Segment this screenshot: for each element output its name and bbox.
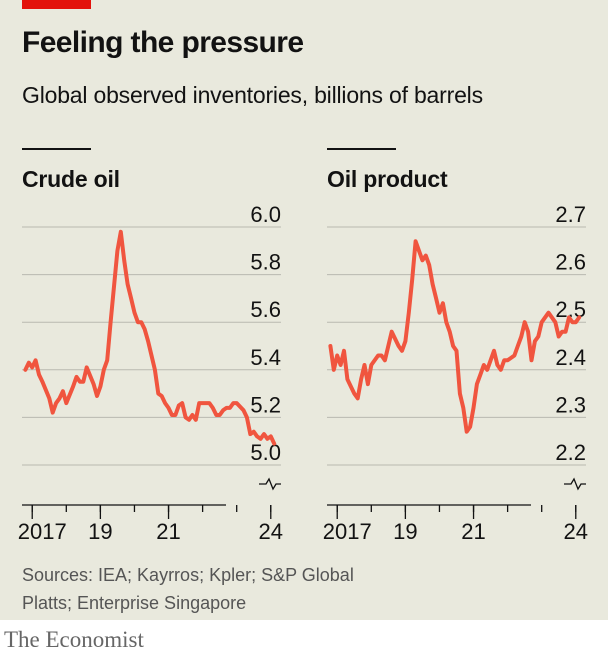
series-line	[328, 239, 582, 434]
series-line	[23, 229, 277, 446]
source-note: Sources: IEA; Kayrros; Kpler; S&P Global…	[22, 565, 354, 613]
y-tick-label: 5.0	[250, 440, 281, 465]
chart-subtitle: Global observed inventories, billions of…	[22, 82, 483, 108]
x-tick-label: 21	[156, 519, 180, 544]
panel-rule-crude	[22, 148, 91, 150]
y-tick-label: 2.2	[555, 440, 586, 465]
axis-break-symbol	[564, 477, 586, 491]
panel-title-product: Oil product	[327, 166, 448, 192]
y-tick-label: 6.0	[250, 202, 281, 227]
x-tick-label: 2017	[18, 519, 67, 544]
axis-break-symbol	[259, 477, 281, 491]
x-tick-label: 21	[461, 519, 485, 544]
y-tick-label: 5.4	[250, 345, 281, 370]
x-tick-label: 19	[88, 519, 112, 544]
panel-title-crude: Crude oil	[22, 166, 120, 192]
panel-rule-product	[327, 148, 396, 150]
footer-bar: The Economist	[0, 620, 608, 662]
y-tick-label: 2.4	[555, 345, 586, 370]
y-tick-label: 2.3	[555, 392, 586, 417]
y-tick-label: 5.6	[250, 297, 281, 322]
x-tick-label: 24	[564, 519, 588, 544]
y-tick-label: 5.8	[250, 250, 281, 275]
y-tick-label: 2.7	[555, 202, 586, 227]
y-tick-label: 2.6	[555, 250, 586, 275]
economist-logo: The Economist	[4, 627, 144, 652]
x-tick-label: 19	[393, 519, 417, 544]
x-tick-label: 2017	[323, 519, 372, 544]
crude-oil-panel: 6.0 5.8 5.6 5.4 5.2 5.0 2017 19 21 24	[18, 202, 283, 544]
red-accent-tag	[22, 0, 91, 9]
y-tick-label: 5.2	[250, 392, 281, 417]
chart-title: Feeling the pressure	[22, 26, 304, 59]
x-tick-label: 24	[259, 519, 283, 544]
